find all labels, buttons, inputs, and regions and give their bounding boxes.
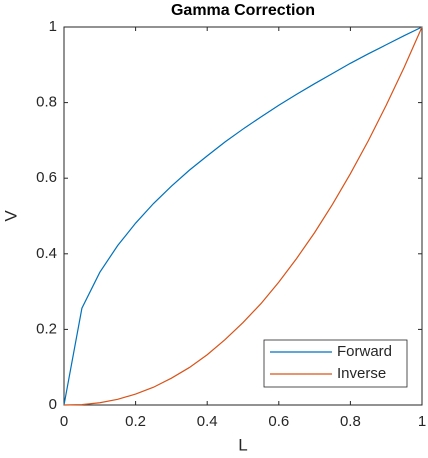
y-tick-label: 0 <box>49 396 57 413</box>
x-tick-label: 0 <box>60 413 68 430</box>
y-tick-label: 0.2 <box>36 320 57 337</box>
y-tick-label: 0.6 <box>36 169 57 186</box>
y-axis-label: V <box>1 210 20 222</box>
y-tick-label: 0.8 <box>36 94 57 111</box>
line-series <box>63 26 423 406</box>
x-tick-label: 0.4 <box>197 413 218 430</box>
x-tick-label: 0.2 <box>125 413 146 430</box>
legend-label: Inverse <box>337 365 386 382</box>
y-tick-label: 1 <box>49 18 57 35</box>
x-axis-label: L <box>238 435 247 454</box>
x-tick-label: 0.8 <box>340 413 361 430</box>
x-tick-label: 0.6 <box>268 413 289 430</box>
legend: Forward Inverse <box>263 339 408 388</box>
chart-title: Gamma Correction <box>171 2 315 19</box>
legend-label: Forward <box>337 343 392 360</box>
x-tick-label: 1 <box>418 413 426 430</box>
y-tick-label: 0.4 <box>36 245 57 262</box>
legend-box <box>263 339 408 388</box>
line-series <box>63 26 423 406</box>
